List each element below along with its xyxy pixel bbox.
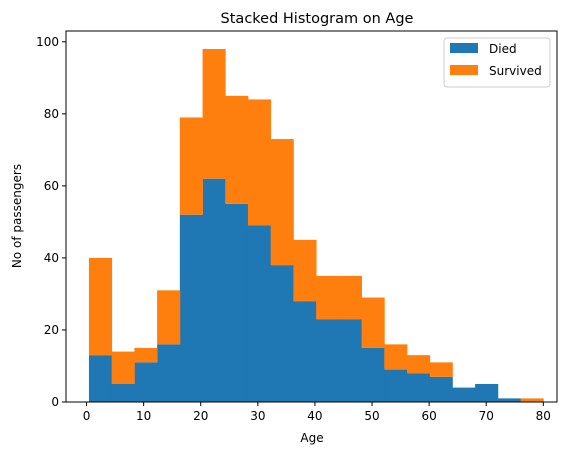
x-tick-label: 20 (193, 409, 208, 423)
bar-died-bin-3 (157, 344, 181, 402)
bar-died-bin-0 (88, 355, 113, 402)
bar-survived-bin-13 (384, 344, 408, 370)
x-tick-label: 50 (364, 409, 379, 423)
bar-died-bin-18 (497, 398, 521, 402)
legend-label-died: Died (489, 42, 517, 56)
y-tick-label: 0 (51, 395, 59, 409)
y-tick-label: 100 (36, 35, 59, 49)
bar-died-bin-13 (384, 369, 408, 402)
bar-survived-bin-1 (111, 351, 135, 384)
x-tick-label: 80 (536, 409, 551, 423)
bar-died-bin-1 (111, 383, 135, 402)
bar-survived-bin-4 (179, 117, 203, 215)
x-tick-label: 40 (307, 409, 322, 423)
bar-survived-bin-5 (202, 49, 226, 179)
x-tick-label: 30 (250, 409, 265, 423)
bar-died-bin-7 (247, 225, 272, 402)
bar-survived-bin-2 (134, 347, 158, 363)
bar-died-bin-17 (475, 383, 499, 402)
y-axis-ticks: 0 20 40 60 80 100 (36, 35, 66, 409)
bar-died-bin-8 (270, 265, 294, 402)
bar-died-bin-6 (225, 203, 249, 402)
bar-survived-bin-10 (316, 275, 340, 320)
y-tick-label: 20 (44, 323, 59, 337)
bar-survived-bin-8 (270, 139, 294, 266)
bar-survived-bin-3 (157, 290, 181, 345)
legend-label-survived: Survived (489, 64, 542, 78)
bar-survived-bin-9 (293, 239, 317, 302)
bar-died-bin-15 (429, 376, 453, 402)
bar-died-bin-9 (293, 301, 317, 402)
bar-died-bin-16 (452, 387, 476, 402)
bar-survived-bin-11 (338, 275, 362, 320)
bar-survived-bin-7 (247, 99, 272, 226)
x-tick-label: 60 (421, 409, 436, 423)
bar-died-bin-5 (202, 178, 226, 402)
bar-died-bin-2 (134, 362, 158, 402)
bar-died-bin-11 (338, 319, 362, 402)
y-tick-label: 80 (44, 107, 59, 121)
bars-group (88, 49, 544, 402)
x-axis-label: Age (300, 431, 323, 445)
legend-swatch-died (450, 43, 478, 53)
x-tick-label: 0 (83, 409, 91, 423)
bar-survived-bin-0 (88, 257, 113, 356)
chart-title: Stacked Histogram on Age (221, 11, 414, 27)
plot-frame (65, 30, 558, 403)
y-tick-label: 40 (44, 251, 59, 265)
bar-survived-bin-6 (225, 95, 249, 204)
bar-died-bin-10 (316, 319, 340, 402)
bar-survived-bin-15 (429, 362, 453, 377)
bar-died-bin-14 (407, 373, 431, 402)
bar-died-bin-12 (361, 347, 385, 402)
x-tick-label: 70 (479, 409, 494, 423)
y-tick-label: 60 (44, 179, 59, 193)
bar-survived-bin-14 (407, 355, 431, 374)
bar-died-bin-4 (179, 214, 203, 402)
bar-survived-bin-12 (361, 297, 385, 348)
legend: Died Survived (443, 37, 551, 88)
x-tick-label: 10 (136, 409, 151, 423)
x-axis-ticks: 0 10 20 30 40 50 60 70 80 (83, 402, 551, 423)
legend-swatch-survived (450, 65, 478, 75)
y-axis-label: No of passengers (10, 164, 24, 268)
bar-survived-bin-19 (520, 398, 544, 402)
